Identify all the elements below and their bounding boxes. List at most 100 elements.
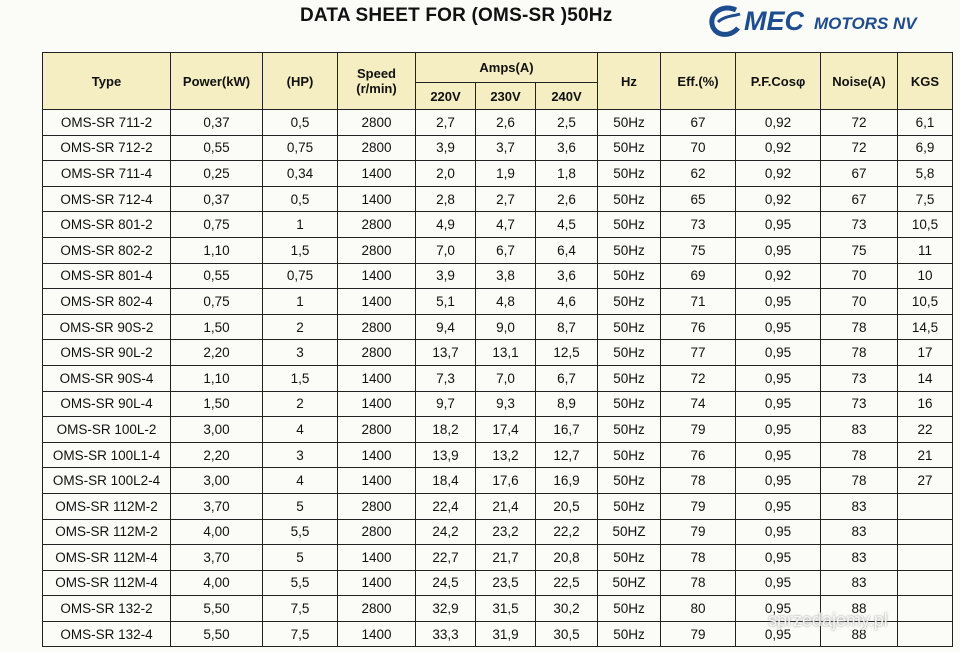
table-cell: 2800 — [337, 134, 416, 162]
table-cell: 75 — [820, 236, 898, 264]
table-cell: 50Hz — [597, 390, 661, 418]
table-cell: 5 — [262, 544, 338, 571]
table-cell: 79 — [660, 620, 736, 648]
table-cell: 78 — [820, 339, 898, 366]
table-cell: 88 — [820, 620, 898, 648]
table-cell: 4,7 — [475, 211, 536, 238]
table-cell: 24,5 — [415, 569, 476, 597]
table-cell: 71 — [660, 288, 736, 315]
table-row: OMS-SR 100L-2 3,00 4 2800 18,2 17,4 16,7 50Hz 79… — [42, 416, 953, 443]
table-cell: 32,9 — [415, 595, 476, 622]
table-row: OMS-SR 100L1-4 2,20 3 1400 13,9 13,2 12,7 50Hz 7… — [42, 441, 953, 469]
table-cell: 0,55 — [170, 134, 263, 162]
table-cell: 7,5 — [262, 595, 338, 622]
table-cell: 23,2 — [475, 518, 536, 546]
header-cell: Type — [42, 52, 171, 110]
table-cell: 0,75 — [170, 211, 263, 238]
table-cell: 1400 — [337, 441, 416, 469]
table-cell: 14,5 — [897, 313, 953, 341]
table-cell: 3,6 — [535, 262, 598, 290]
logo-brand: MEC — [744, 6, 804, 36]
table-cell: OMS-SR 802-2 — [42, 236, 171, 264]
table-cell: 1400 — [337, 160, 416, 187]
table-cell: 4,9 — [415, 211, 476, 238]
table-cell: 4,6 — [535, 288, 598, 315]
table-cell: 0,95 — [735, 595, 821, 622]
table-cell: 73 — [820, 390, 898, 418]
header-cell: Hz — [597, 52, 661, 110]
table-cell: 0,75 — [262, 262, 338, 290]
table-cell: 80 — [660, 595, 736, 622]
table-cell: OMS-SR 712-2 — [42, 134, 171, 162]
table-cell: 5,8 — [897, 160, 953, 187]
table-cell: 0,75 — [262, 134, 338, 162]
table-cell: 5,5 — [262, 518, 338, 546]
table-cell: 50Hz — [597, 211, 661, 238]
table-cell: 1400 — [337, 544, 416, 571]
table-cell: 0,95 — [735, 288, 821, 315]
table-cell: OMS-SR 90S-4 — [42, 364, 171, 392]
table-cell: 0,37 — [170, 109, 263, 136]
table-cell: 31,5 — [475, 595, 536, 622]
table-cell: 0,92 — [735, 262, 821, 290]
table-cell: 0,95 — [735, 544, 821, 571]
table-cell: 73 — [660, 211, 736, 238]
table-cell: 50Hz — [597, 109, 661, 136]
table-cell: 76 — [660, 441, 736, 469]
table-cell: 1400 — [337, 390, 416, 418]
table-cell: OMS-SR 100L1-4 — [42, 441, 171, 469]
table-cell: 8,7 — [535, 313, 598, 341]
header-cell: 240V — [535, 82, 598, 110]
table-cell: 50HZ — [597, 569, 661, 597]
table-cell: 1400 — [337, 288, 416, 315]
table-cell: 1,10 — [170, 236, 263, 264]
table-cell: 7,0 — [475, 364, 536, 392]
table-row: OMS-SR 712-4 0,37 0,5 1400 2,8 2,7 2,6 50Hz 65 0,… — [42, 185, 953, 213]
table-cell: 0,37 — [170, 185, 263, 213]
table-cell: 10,5 — [897, 288, 953, 315]
table-cell: 67 — [820, 185, 898, 213]
table-cell: 75 — [660, 236, 736, 264]
table-cell: 2,20 — [170, 441, 263, 469]
table-cell: 79 — [660, 518, 736, 546]
table-cell: 50Hz — [597, 134, 661, 162]
table-cell: 20,5 — [535, 492, 598, 520]
table-cell: 9,3 — [475, 390, 536, 418]
header-line: (r/min) — [356, 81, 397, 96]
header-cell: KGS — [897, 52, 953, 110]
table-cell: 2800 — [337, 416, 416, 443]
header-line: Speed — [356, 66, 396, 81]
table-cell: 13,2 — [475, 441, 536, 469]
table-cell: 9,7 — [415, 390, 476, 418]
table-cell: 6,1 — [897, 109, 953, 136]
header-cell: 230V — [475, 82, 536, 110]
table-cell: 50HZ — [597, 518, 661, 546]
table-cell: 1,8 — [535, 160, 598, 187]
table-cell: OMS-SR 90S-2 — [42, 313, 171, 341]
table-cell: 9,0 — [475, 313, 536, 341]
logo-mark — [709, 5, 741, 37]
table-cell: 1,5 — [262, 236, 338, 264]
table-cell: 17 — [897, 339, 953, 366]
table-cell: 1400 — [337, 364, 416, 392]
table-cell: OMS-SR 132-2 — [42, 595, 171, 622]
table-cell: OMS-SR 90L-2 — [42, 339, 171, 366]
table-cell: OMS-SR 90L-4 — [42, 390, 171, 418]
header-cell: Speed (r/min) — [337, 52, 416, 110]
table-cell: OMS-SR 711-2 — [42, 109, 171, 136]
table-cell: 73 — [820, 364, 898, 392]
table-cell: 2800 — [337, 518, 416, 546]
table-cell: 70 — [820, 262, 898, 290]
table-cell: 3,9 — [415, 262, 476, 290]
table-cell: 30,2 — [535, 595, 598, 622]
table-cell: 1 — [262, 288, 338, 315]
table-cell: 30,5 — [535, 620, 598, 648]
table-cell: 3,6 — [535, 134, 598, 162]
table-cell: 88 — [820, 595, 898, 622]
table-cell — [897, 569, 953, 597]
table-cell: 78 — [660, 544, 736, 571]
table-cell: 27 — [897, 467, 953, 494]
table-cell: 78 — [820, 467, 898, 494]
table-cell: 72 — [660, 364, 736, 392]
table-row: OMS-SR 801-2 0,75 1 2800 4,9 4,7 4,5 50Hz 73 0,95… — [42, 211, 953, 238]
